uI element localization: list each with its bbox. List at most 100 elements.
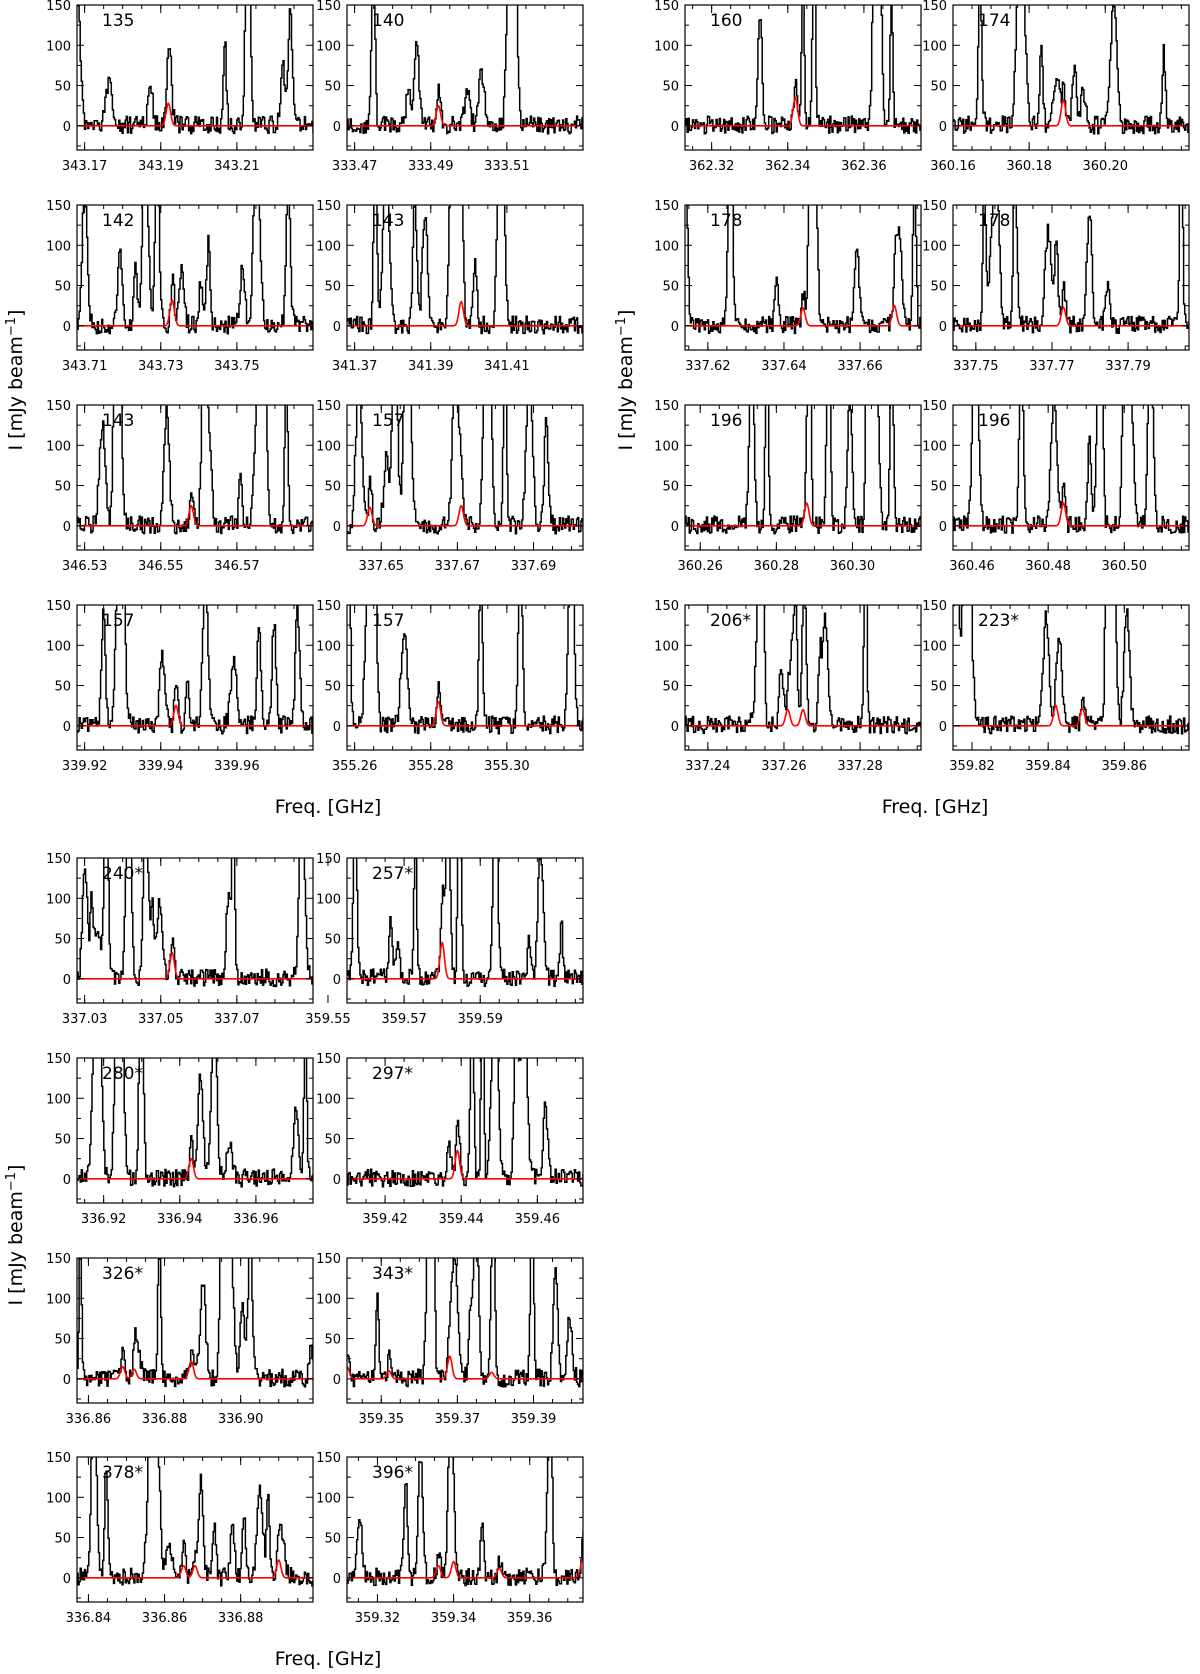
x-tick-label: 343.75	[214, 359, 260, 374]
y-tick-label: 100	[46, 892, 71, 907]
observed-spectrum-line	[347, 1457, 583, 1587]
x-tick-label: 360.30	[830, 559, 876, 574]
panel-p24: 0 50 100 150 359.32 359.34 359.36 396*	[316, 1451, 584, 1626]
y-tick-label: 150	[922, 199, 947, 214]
x-tick-label: 337.67	[435, 559, 481, 574]
panel-frame	[952, 4, 1190, 151]
y-tick-label: 100	[316, 239, 341, 254]
y-tick-label: 150	[922, 399, 947, 414]
x-tick-label: 339.92	[62, 759, 108, 774]
x-tick-label: 343.71	[62, 359, 108, 374]
y-tick-label: 100	[654, 439, 679, 454]
x-tick-label: 362.32	[689, 159, 735, 174]
y-tick-label: 50	[54, 80, 71, 95]
x-tick-label: 337.26	[761, 759, 807, 774]
panel-title: 174	[978, 11, 1010, 31]
panel-frame	[76, 1257, 314, 1404]
model-spectrum-line	[77, 952, 313, 980]
y-tick-label: 150	[922, 0, 947, 14]
y-tick-label: 150	[46, 1252, 71, 1267]
x-tick-label: 362.36	[841, 159, 887, 174]
y-tick-label: 100	[654, 39, 679, 54]
panel-p12: 0 50 100 150 337.75 337.77 337.79 178	[922, 199, 1190, 374]
y-tick-label: 150	[316, 1052, 341, 1067]
model-spectrum-line	[347, 941, 583, 980]
y-tick-label: 0	[63, 520, 71, 535]
y-tick-label: 50	[324, 1133, 341, 1148]
model-spectrum-line	[77, 1359, 313, 1380]
x-tick-label: 359.35	[359, 1412, 405, 1427]
x-tick-label: 341.39	[408, 359, 454, 374]
x-tick-label: 339.94	[138, 759, 184, 774]
x-tick-label: 337.28	[837, 759, 883, 774]
panel-frame	[76, 404, 314, 551]
panel-title: 206*	[710, 611, 751, 631]
x-tick-label: 359.86	[1102, 759, 1148, 774]
panel-p15: 0 50 100 150 337.24 337.26 337.28 206*	[654, 599, 922, 774]
x-tick-label: 359.59	[457, 1012, 503, 1027]
model-spectrum-line	[685, 305, 921, 327]
y-tick-label: 50	[324, 280, 341, 295]
panel-p5: 0 50 100 150 346.53 346.55 346.57 143	[46, 399, 314, 574]
y-tick-label: 50	[324, 480, 341, 495]
y-tick-label: 100	[46, 439, 71, 454]
panel-title: 160	[710, 11, 742, 31]
y-tick-label: 100	[46, 1292, 71, 1307]
panel-title: 396*	[372, 1463, 413, 1483]
panel-p23: 0 50 100 150 336.84 336.86 336.88 378*	[46, 1451, 314, 1626]
y-tick-label: 50	[662, 80, 679, 95]
y-tick-label: 150	[922, 599, 947, 614]
model-spectrum-line	[347, 300, 583, 327]
panel-frame	[346, 604, 584, 751]
model-spectrum-line	[347, 1149, 583, 1180]
panel-frame	[76, 604, 314, 751]
y-tick-label: 150	[654, 0, 679, 14]
panel-frame	[346, 404, 584, 551]
y-tick-label: 150	[46, 0, 71, 14]
y-tick-label: 0	[63, 973, 71, 988]
panel-title: 343*	[372, 1264, 413, 1284]
y-tick-label: 150	[654, 199, 679, 214]
panel-p11: 0 50 100 150 337.62 337.64 337.66 178	[654, 199, 922, 374]
x-tick-label: 359.84	[1025, 759, 1071, 774]
model-spectrum-line	[685, 96, 921, 127]
x-tick-label: 337.65	[359, 559, 405, 574]
panel-p9: 0 50 100 150 362.32 362.34 362.36 160	[654, 0, 922, 174]
panel-title: 178	[978, 211, 1010, 231]
panel-p10: 0 50 100 150 360.16 360.18 360.20 174	[922, 0, 1190, 174]
y-tick-label: 0	[63, 120, 71, 135]
panel-frame	[76, 1456, 314, 1603]
x-tick-label: 360.16	[930, 159, 976, 174]
panel-p21: 0 50 100 150 336.86 336.88 336.90 326*	[46, 1252, 314, 1427]
x-tick-label: 337.69	[511, 559, 557, 574]
x-tick-label: 337.75	[953, 359, 999, 374]
model-spectrum-line	[347, 1557, 583, 1579]
model-spectrum-line	[685, 502, 921, 527]
panel-title: 135	[102, 11, 134, 31]
model-spectrum-line	[77, 1559, 313, 1579]
y-tick-label: 0	[333, 120, 341, 135]
y-tick-label: 100	[46, 239, 71, 254]
x-tick-label: 339.96	[214, 759, 260, 774]
y-tick-label: 100	[46, 639, 71, 654]
observed-spectrum-line	[686, 205, 921, 335]
panel-title: 143	[372, 211, 404, 231]
y-tick-label: 150	[46, 399, 71, 414]
y-tick-label: 150	[316, 1252, 341, 1267]
model-spectrum-line	[347, 504, 583, 527]
panel-frame	[346, 857, 584, 1004]
panel-title: 196	[978, 411, 1010, 431]
panel-title: 157	[102, 611, 134, 631]
panel-p3: 0 50 100 150 343.71 343.73 343.75 142	[46, 199, 314, 374]
y-tick-label: 100	[46, 1092, 71, 1107]
y-tick-label: 0	[671, 320, 679, 335]
panel-frame	[346, 4, 584, 151]
panel-p16: 0 50 100 150 359.82 359.84 359.86 223*	[922, 599, 1190, 774]
y-tick-label: 50	[662, 280, 679, 295]
y-tick-label: 50	[324, 80, 341, 95]
x-tick-label: 341.41	[484, 359, 530, 374]
panel-title: 143	[102, 411, 134, 431]
x-tick-label: 355.30	[484, 759, 530, 774]
y-tick-label: 150	[46, 599, 71, 614]
observed-spectrum-line	[347, 1258, 583, 1388]
